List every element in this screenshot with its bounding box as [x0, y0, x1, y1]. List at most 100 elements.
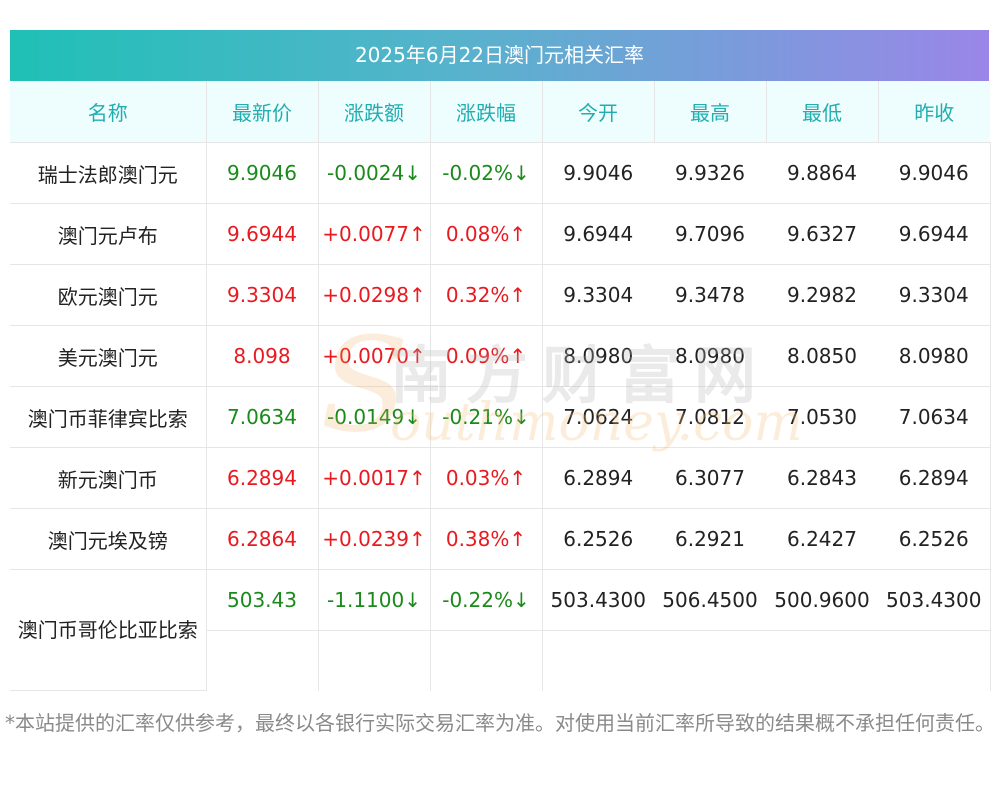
cell-open: 503.4300 — [542, 570, 654, 691]
cell-prev-close: 7.0634 — [878, 386, 991, 448]
cell-high: 9.9326 — [654, 142, 766, 204]
cell-name: 澳门币哥伦比亚比索 — [10, 569, 207, 691]
cell-change-pct: -0.21%↓ — [430, 386, 543, 448]
header-prev-close: 昨收 — [878, 81, 990, 143]
cell-change-pct: 0.38%↑ — [430, 508, 543, 570]
cell-low: 6.2843 — [766, 447, 878, 509]
cell-high: 9.7096 — [654, 203, 766, 265]
cell-latest: 6.2894 — [206, 447, 319, 509]
table-row: 澳门元卢布 9.6944 +0.0077↑ 0.08%↑ 9.6944 9.7096 9.6… — [10, 203, 991, 265]
cell-prev-close: 9.3304 — [878, 264, 991, 326]
cell-open: 9.9046 — [542, 142, 654, 204]
table-body: 瑞士法郎澳门元 9.9046 -0.0024↓ -0.02%↓ 9.9046 9.9326… — [10, 142, 991, 691]
cell-high: 506.4500 — [654, 570, 766, 691]
cell-change: +0.0077↑ — [318, 203, 431, 265]
cell-high-text: 506.4500 — [654, 570, 766, 631]
cell-change-text: -1.1100↓ — [318, 570, 430, 631]
rate-table-container: 2025年6月22日澳门元相关汇率 名称 最新价 涨跌额 涨跌幅 今开 最高 最… — [10, 30, 991, 691]
header-open: 今开 — [542, 81, 655, 143]
cell-latest: 9.3304 — [206, 264, 319, 326]
cell-open: 6.2526 — [542, 508, 654, 570]
cell-low-text: 500.9600 — [766, 570, 878, 631]
cell-prev-close: 6.2894 — [878, 447, 991, 509]
cell-change: -0.0024↓ — [318, 142, 431, 204]
table-title: 2025年6月22日澳门元相关汇率 — [10, 30, 989, 81]
cell-latest: 6.2864 — [206, 508, 319, 570]
cell-open: 9.3304 — [542, 264, 654, 326]
cell-low: 6.2427 — [766, 508, 878, 570]
cell-change: +0.0298↑ — [318, 264, 431, 326]
cell-change-pct: 0.09%↑ — [430, 325, 543, 387]
cell-name: 欧元澳门元 — [10, 264, 207, 326]
cell-prev-close: 9.6944 — [878, 203, 991, 265]
cell-prev-close: 503.4300 — [878, 569, 991, 691]
table-row: 欧元澳门元 9.3304 +0.0298↑ 0.32%↑ 9.3304 9.3478 9.2… — [10, 264, 991, 326]
cell-name-text: 澳门币菲律宾比索 — [27, 406, 188, 431]
cell-name: 澳门元卢布 — [10, 203, 207, 265]
cell-latest-text: 503.43 — [206, 570, 318, 631]
header-latest: 最新价 — [206, 81, 319, 143]
table-row: 新元澳门币 6.2894 +0.0017↑ 0.03%↑ 6.2894 6.3077 6.2… — [10, 447, 991, 509]
cell-open: 8.0980 — [542, 325, 654, 387]
cell-change-pct-text: -0.22%↓ — [430, 570, 542, 631]
cell-low: 500.9600 — [766, 570, 878, 691]
table-row: 澳门币菲律宾比索 7.0634 -0.0149↓ -0.21%↓ 7.0624 7.081… — [10, 386, 991, 448]
table-row: 澳门币哥伦比亚比索 503.43 -1.1100↓ -0.22%↓ 503.4300 50… — [10, 569, 991, 691]
table-row: 美元澳门元 8.098 +0.0070↑ 0.09%↑ 8.0980 8.0980 8.08… — [10, 325, 991, 387]
cell-name: 瑞士法郎澳门元 — [10, 142, 207, 204]
cell-low: 7.0530 — [766, 386, 878, 448]
disclaimer-footnote: *本站提供的汇率仅供参考，最终以各银行实际交易汇率为准。对使用当前汇率所导致的结… — [5, 711, 995, 735]
header-row: 名称 最新价 涨跌额 涨跌幅 今开 最高 最低 昨收 — [10, 81, 990, 143]
cell-latest: 9.6944 — [206, 203, 319, 265]
cell-prev-close: 8.0980 — [878, 325, 991, 387]
cell-low: 9.8864 — [766, 142, 878, 204]
cell-latest: 503.43 — [206, 569, 319, 691]
table-row: 澳门元埃及镑 6.2864 +0.0239↑ 0.38%↑ 6.2526 6.2921 6.… — [10, 508, 991, 570]
header-name: 名称 — [10, 81, 207, 143]
header-change-pct: 涨跌幅 — [430, 81, 543, 143]
table-row: 瑞士法郎澳门元 9.9046 -0.0024↓ -0.02%↓ 9.9046 9.9326… — [10, 142, 991, 204]
cell-open: 6.2894 — [542, 447, 654, 509]
cell-change-pct: -0.02%↓ — [430, 142, 543, 204]
cell-name-text: 澳门币哥伦比亚比索 — [17, 618, 198, 642]
cell-change-pct: 0.08%↑ — [430, 203, 543, 265]
cell-open: 9.6944 — [542, 203, 654, 265]
cell-high: 8.0980 — [654, 325, 766, 387]
cell-name: 澳门元埃及镑 — [10, 508, 207, 570]
cell-name-text: 瑞士法郎澳门元 — [37, 162, 178, 187]
cell-name-text: 美元澳门元 — [57, 345, 158, 370]
cell-change-pct: 0.32%↑ — [430, 264, 543, 326]
cell-change: -0.0149↓ — [318, 386, 431, 448]
cell-name-text: 欧元澳门元 — [57, 284, 158, 309]
cell-prev-close: 9.9046 — [878, 142, 991, 204]
cell-change: +0.0239↑ — [318, 508, 431, 570]
cell-high: 7.0812 — [654, 386, 766, 448]
cell-latest: 9.9046 — [206, 142, 319, 204]
cell-open-text: 503.4300 — [542, 570, 654, 631]
cell-name-text: 澳门元埃及镑 — [47, 528, 168, 553]
cell-change: -1.1100↓ — [318, 569, 431, 691]
header-change: 涨跌额 — [318, 81, 431, 143]
header-low: 最低 — [766, 81, 879, 143]
cell-low: 9.6327 — [766, 203, 878, 265]
cell-prev-close: 6.2526 — [878, 508, 991, 570]
cell-low: 9.2982 — [766, 264, 878, 326]
cell-open: 7.0624 — [542, 386, 654, 448]
cell-high: 6.3077 — [654, 447, 766, 509]
cell-name-text: 新元澳门币 — [57, 467, 158, 492]
cell-latest: 8.098 — [206, 325, 319, 387]
cell-latest: 7.0634 — [206, 386, 319, 448]
cell-change-pct: -0.22%↓ — [430, 569, 543, 691]
cell-name: 澳门币菲律宾比索 — [10, 386, 207, 448]
cell-name: 新元澳门币 — [10, 447, 207, 509]
cell-change: +0.0070↑ — [318, 325, 431, 387]
cell-change-pct: 0.03%↑ — [430, 447, 543, 509]
cell-high: 9.3478 — [654, 264, 766, 326]
cell-name: 美元澳门元 — [10, 325, 207, 387]
cell-change: +0.0017↑ — [318, 447, 431, 509]
rate-table: 名称 最新价 涨跌额 涨跌幅 今开 最高 最低 昨收 瑞士法郎澳门元 9.9046… — [10, 81, 991, 691]
header-high: 最高 — [654, 81, 767, 143]
cell-prev-close-text: 503.4300 — [878, 570, 990, 631]
cell-high: 6.2921 — [654, 508, 766, 570]
cell-low: 8.0850 — [766, 325, 878, 387]
